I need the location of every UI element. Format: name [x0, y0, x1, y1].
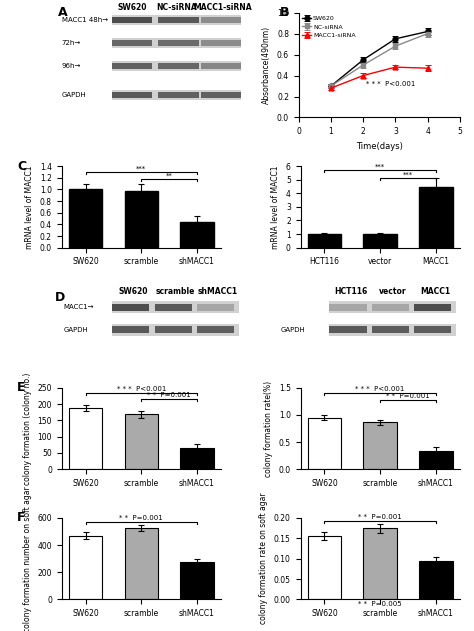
Text: 96h→: 96h→ [62, 63, 81, 69]
Bar [125, 191, 158, 248]
Bar [419, 561, 453, 599]
Bar [197, 304, 234, 311]
Bar [111, 38, 241, 49]
Bar [329, 302, 456, 314]
Bar [180, 562, 214, 599]
Bar [308, 536, 341, 599]
Bar [112, 304, 149, 311]
Bar [329, 326, 366, 333]
Bar [111, 40, 152, 46]
Text: ***: *** [403, 172, 413, 178]
Text: vector: vector [379, 287, 407, 297]
Bar [329, 304, 366, 311]
Text: * *  P=0.001: * * P=0.001 [119, 515, 163, 521]
Text: SW620: SW620 [118, 287, 148, 297]
Legend: SW620, NC-siRNA, MACC1-siRNA: SW620, NC-siRNA, MACC1-siRNA [302, 16, 356, 38]
Bar [197, 326, 234, 333]
Bar [180, 222, 214, 248]
Text: GAPDH: GAPDH [281, 327, 305, 333]
Bar [69, 189, 102, 248]
Bar [158, 63, 199, 69]
Bar [180, 448, 214, 469]
Bar [111, 61, 241, 71]
Text: B: B [279, 6, 289, 20]
Text: GAPDH: GAPDH [62, 91, 86, 98]
Text: * * *  P<0.001: * * * P<0.001 [366, 81, 416, 87]
Text: E: E [17, 381, 26, 394]
Text: 72h→: 72h→ [62, 40, 81, 46]
Text: MACC1-siRNA: MACC1-siRNA [193, 3, 252, 11]
Text: MACC1 48h→: MACC1 48h→ [62, 17, 108, 23]
Text: **: ** [166, 172, 173, 179]
Bar [308, 418, 341, 469]
Bar [155, 304, 191, 311]
Bar [201, 17, 241, 23]
Bar [329, 324, 456, 336]
Text: ***: *** [136, 165, 146, 171]
Bar [201, 91, 241, 98]
Bar [111, 91, 152, 98]
Text: NC-siRNA: NC-siRNA [156, 3, 197, 11]
Bar [112, 326, 149, 333]
Bar [201, 63, 241, 69]
Bar [364, 423, 397, 469]
Bar [364, 528, 397, 599]
Text: MACC1→: MACC1→ [64, 304, 94, 310]
Text: A: A [58, 6, 67, 20]
Bar [69, 536, 102, 599]
Bar [125, 528, 158, 599]
Bar [111, 17, 152, 23]
Bar [414, 304, 451, 311]
Text: HCT116: HCT116 [334, 287, 367, 297]
Text: MACC1: MACC1 [420, 287, 450, 297]
Bar [111, 63, 152, 69]
Y-axis label: colony formation number on soft agar: colony formation number on soft agar [23, 486, 32, 631]
Y-axis label: colony formation rate on soft agar: colony formation rate on soft agar [259, 493, 268, 625]
Y-axis label: Absorbance(490nm): Absorbance(490nm) [262, 26, 271, 104]
Text: ***: *** [375, 163, 385, 170]
Bar [364, 234, 397, 248]
Bar [158, 40, 199, 46]
Y-axis label: colony formation (colony no.): colony formation (colony no.) [23, 372, 32, 485]
Bar [372, 304, 409, 311]
Text: C: C [17, 160, 26, 173]
Bar [112, 324, 239, 336]
Text: D: D [55, 291, 64, 304]
Text: * * *  P<0.001: * * * P<0.001 [356, 386, 405, 392]
Text: scramble: scramble [156, 287, 195, 297]
Bar [125, 415, 158, 469]
X-axis label: Time(days): Time(days) [356, 142, 403, 151]
Bar [112, 302, 239, 314]
Y-axis label: mRNA level of MACC1: mRNA level of MACC1 [25, 165, 34, 249]
Text: * *  P=0.001: * * P=0.001 [147, 392, 191, 398]
Bar [111, 15, 241, 25]
Bar [419, 187, 453, 248]
Bar [158, 17, 199, 23]
Text: * *  P=0.005: * * P=0.005 [358, 601, 402, 606]
Bar [69, 408, 102, 469]
Text: GAPDH: GAPDH [64, 327, 88, 333]
Text: SW620: SW620 [117, 3, 147, 11]
Text: F: F [17, 511, 26, 524]
Bar [372, 326, 409, 333]
Bar [308, 234, 341, 248]
Text: shMACC1: shMACC1 [198, 287, 238, 297]
Text: * *  P=0.001: * * P=0.001 [386, 393, 430, 399]
Y-axis label: colony formation rate(%): colony formation rate(%) [264, 380, 273, 476]
Bar [419, 451, 453, 469]
Bar [111, 90, 241, 100]
Text: * *  P=0.001: * * P=0.001 [358, 514, 402, 520]
Y-axis label: mRNA level of MACC1: mRNA level of MACC1 [271, 165, 280, 249]
Text: * * *  P<0.001: * * * P<0.001 [117, 386, 166, 392]
Bar [201, 40, 241, 46]
Bar [414, 326, 451, 333]
Bar [155, 326, 191, 333]
Bar [158, 91, 199, 98]
